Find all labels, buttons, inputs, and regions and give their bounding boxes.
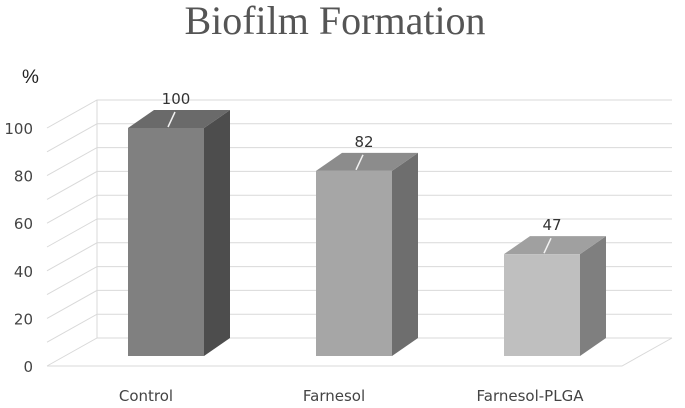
data-label: 82 bbox=[354, 133, 373, 151]
bar-front bbox=[504, 254, 580, 356]
bar-front bbox=[316, 170, 392, 356]
y-tick-label: 80 bbox=[14, 168, 33, 186]
y-axis-ticks: 0 20 40 60 80 100 bbox=[4, 120, 33, 376]
y-tick-label: 20 bbox=[14, 310, 33, 328]
bar-top bbox=[128, 110, 230, 128]
y-tick-label: 40 bbox=[14, 263, 33, 281]
floor-edge bbox=[47, 337, 673, 367]
bar-farnesol bbox=[316, 152, 418, 356]
bar-side bbox=[204, 110, 230, 356]
gridlines bbox=[46, 99, 673, 367]
data-labels: 100 82 47 bbox=[162, 90, 562, 234]
x-axis-categories: Control Farnesol Farnesol-PLGA bbox=[119, 387, 584, 405]
data-label: 47 bbox=[542, 216, 561, 234]
bar-top bbox=[316, 152, 418, 171]
bar-side bbox=[580, 236, 606, 356]
bars bbox=[128, 110, 606, 356]
label-leader bbox=[167, 111, 176, 128]
chart-title: Biofilm Formation bbox=[184, 0, 485, 43]
x-category-label: Farnesol-PLGA bbox=[477, 387, 585, 405]
label-leader bbox=[355, 154, 364, 171]
bar-control bbox=[128, 110, 230, 356]
label-leader bbox=[543, 237, 552, 254]
y-tick-label: 60 bbox=[14, 215, 33, 233]
bar-front bbox=[128, 128, 204, 356]
bar-top bbox=[504, 236, 606, 255]
y-tick-label: 0 bbox=[23, 358, 33, 376]
x-category-label: Farnesol bbox=[303, 387, 365, 405]
data-label: 100 bbox=[162, 90, 191, 108]
y-tick-label: 100 bbox=[4, 120, 33, 138]
x-category-label: Control bbox=[119, 387, 173, 405]
y-axis-label: % bbox=[22, 67, 39, 88]
bar-farnesol-plga bbox=[504, 236, 606, 356]
bar-side bbox=[392, 152, 418, 356]
